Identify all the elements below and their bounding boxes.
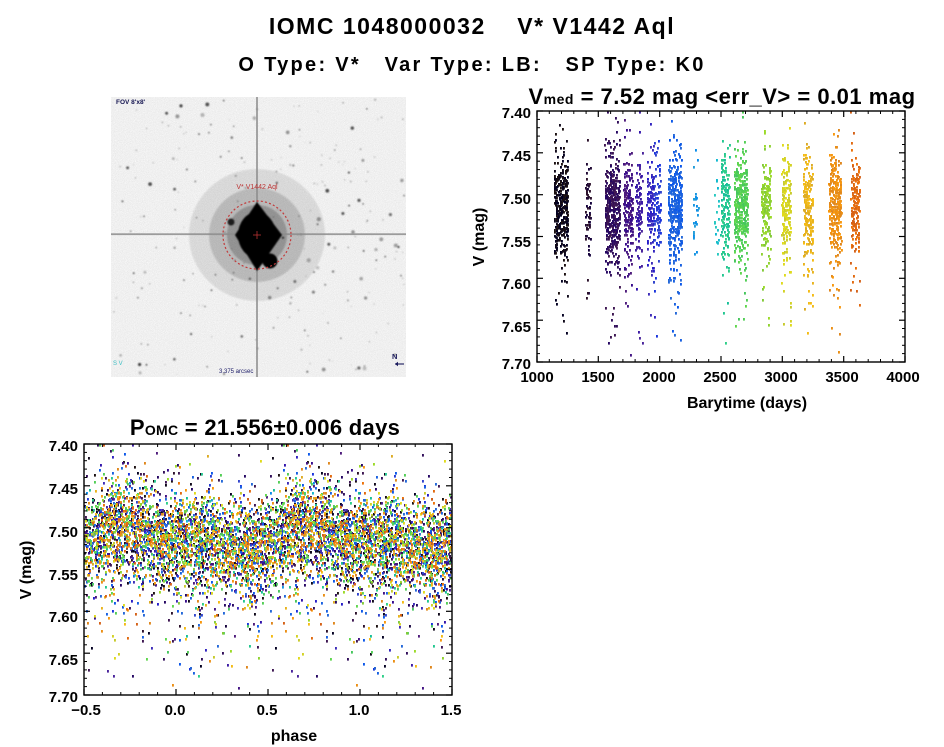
svg-text:FOV 8'x8': FOV 8'x8' — [116, 99, 146, 106]
svg-text:3.375 arcsec: 3.375 arcsec — [219, 369, 253, 375]
svg-text:N: N — [392, 352, 397, 361]
svg-text:S V: S V — [113, 361, 123, 367]
svg-text:V* V1442 Aql: V* V1442 Aql — [236, 184, 278, 191]
